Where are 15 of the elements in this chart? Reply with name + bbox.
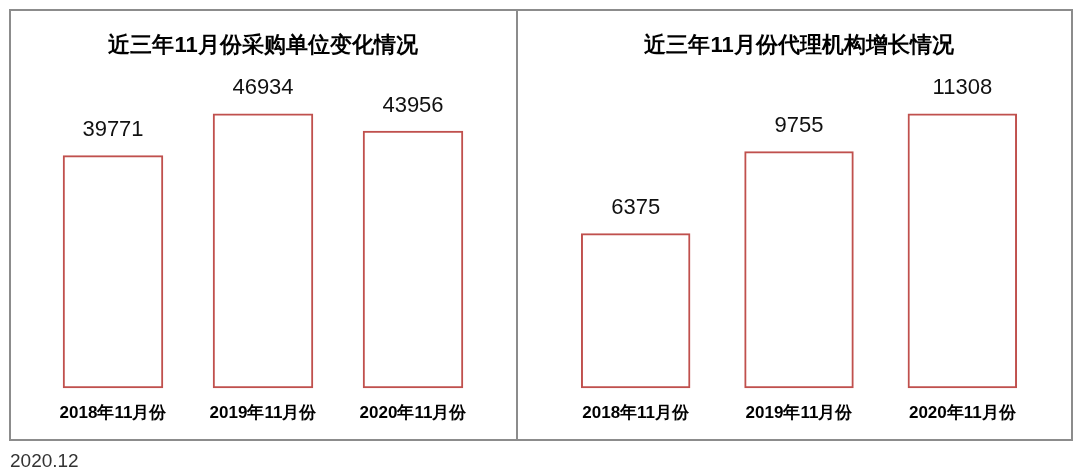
data-label: 39771: [82, 116, 144, 142]
chart-title: 近三年11月份代理机构增长情况: [643, 32, 955, 58]
data-label: 43956: [382, 91, 444, 117]
data-label: 9755: [774, 112, 824, 138]
text: 2020.12: [10, 450, 79, 471]
data-label: 6375: [611, 194, 661, 220]
chart-title: 近三年11月份采购单位变化情况: [107, 32, 419, 58]
x-tick-label: 2018年11月份: [582, 403, 691, 423]
data-label: 11308: [932, 74, 993, 100]
x-tick-label: 2020年11月份: [908, 403, 1017, 423]
data-label: 46934: [232, 74, 294, 100]
x-tick-label: 2020年11月份: [359, 403, 468, 423]
x-tick-label: 2019年11月份: [209, 403, 318, 423]
x-tick-label: 2018年11月份: [59, 403, 168, 423]
x-tick-label: 2019年11月份: [745, 403, 854, 423]
